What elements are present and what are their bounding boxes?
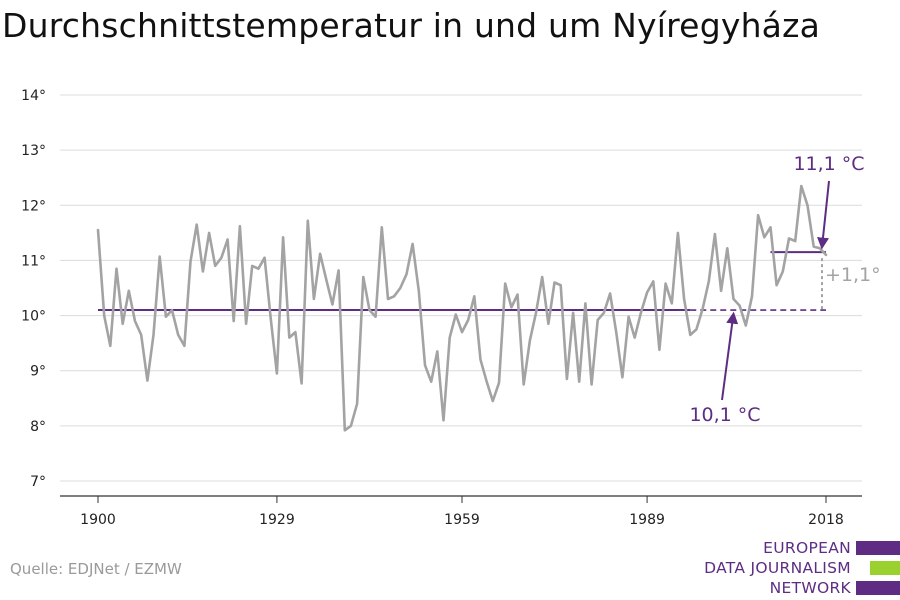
annotations: +1,1° 11,1 °C 10,1 °C	[689, 153, 880, 426]
y-tick-label: 9°	[30, 364, 46, 380]
x-axis: 1900 1929 1959 1989 2018	[60, 495, 862, 528]
reference-lines	[98, 251, 826, 312]
logo-bar-2	[870, 561, 900, 575]
logo-line-1: EUROPEAN	[763, 539, 851, 557]
grid-lines	[60, 94, 862, 482]
y-axis-ticks: 7° 8° 9° 10° 11° 12° 13° 14°	[21, 88, 46, 490]
temperature-series	[96, 184, 828, 432]
logo-bar-3	[856, 581, 900, 595]
baseline-label: 10,1 °C	[689, 404, 760, 426]
y-tick-label: 12°	[21, 198, 46, 214]
recent-average-label: 11,1 °C	[793, 153, 864, 175]
x-tick-label: 1959	[444, 512, 480, 528]
recent-average-arrow	[817, 180, 830, 250]
y-tick-label: 7°	[30, 474, 46, 490]
y-tick-label: 8°	[30, 419, 46, 435]
temperature-line	[96, 184, 828, 432]
y-tick-label: 10°	[21, 309, 46, 325]
x-tick-label: 1929	[259, 512, 295, 528]
chart-title: Durchschnittstemperatur in und um Nyíreg…	[2, 6, 821, 45]
y-tick-label: 11°	[21, 253, 46, 269]
logo-line-3: NETWORK	[769, 579, 851, 597]
x-tick-label: 1989	[629, 512, 665, 528]
x-tick-label: 1900	[80, 512, 116, 528]
source-note: Quelle: EDJNet / EZMW	[10, 560, 182, 578]
baseline-arrow	[721, 311, 739, 401]
y-tick-label: 14°	[21, 88, 46, 104]
logo-line-2: DATA JOURNALISM	[704, 559, 851, 577]
edjnet-logo: EUROPEAN DATA JOURNALISM NETWORK	[700, 538, 900, 598]
logo-text: EUROPEAN DATA JOURNALISM NETWORK	[704, 538, 851, 598]
y-tick-label: 13°	[21, 143, 46, 159]
logo-bar-1	[856, 541, 900, 555]
x-tick-label: 2018	[808, 512, 844, 528]
difference-label: +1,1°	[825, 264, 881, 286]
